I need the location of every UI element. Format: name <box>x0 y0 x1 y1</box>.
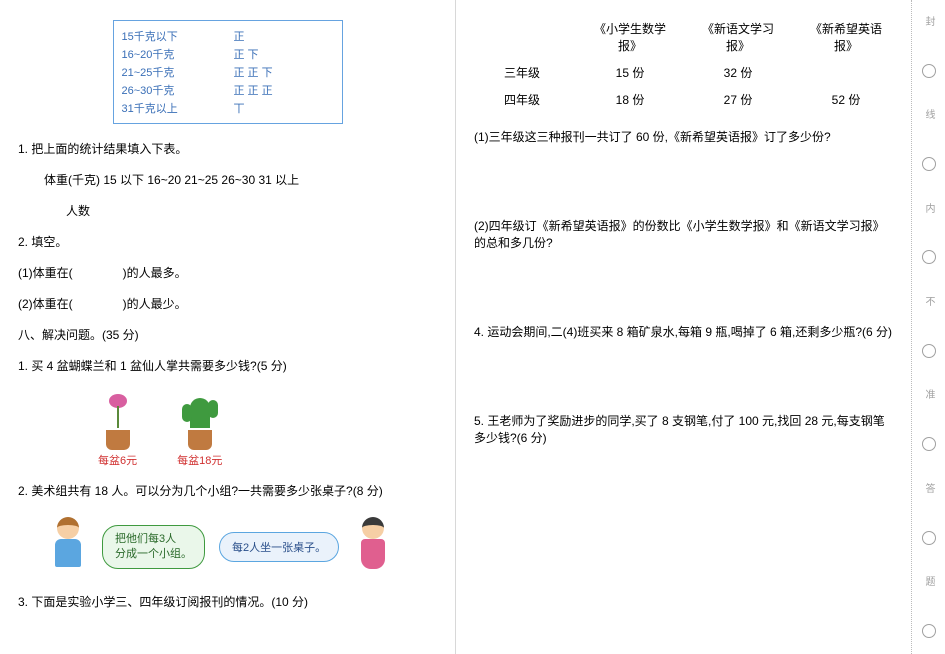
tally-row: 15千克以下 正 <box>122 27 334 45</box>
pub-header: 《新希望英语报》 <box>806 20 886 54</box>
punch-hole-icon <box>922 531 936 545</box>
punch-hole-icon <box>922 344 936 358</box>
problem-5: 5. 王老师为了奖励进步的同学,买了 8 支钢笔,付了 100 元,找回 28 … <box>474 412 893 446</box>
margin-char: 不 <box>921 296 936 312</box>
tally-marks: 丅 <box>234 100 334 116</box>
tally-marks: 正 正 正 <box>234 82 334 98</box>
pub-value: 52 份 <box>806 91 886 108</box>
q2a-before: (1)体重在( <box>18 266 73 280</box>
punch-hole-icon <box>922 250 936 264</box>
margin-char: 题 <box>921 576 936 592</box>
question-2a: (1)体重在( )的人最多。 <box>18 264 437 281</box>
q2b-after: )的人最少。 <box>123 297 187 311</box>
speech-bubble-2: 每2人坐一张桌子。 <box>219 532 339 562</box>
tally-marks: 正 <box>234 28 334 44</box>
tally-row: 16~20千克 正 下 <box>122 45 334 63</box>
pub-value: 27 份 <box>698 91 778 108</box>
punch-hole-icon <box>922 437 936 451</box>
tally-label: 16~20千克 <box>122 46 222 62</box>
grade-head-blank <box>482 20 562 54</box>
cactus-image: 每盆18元 <box>177 398 222 468</box>
margin-char: 准 <box>921 389 936 405</box>
left-column: 15千克以下 正 16~20千克 正 下 21~25千克 正 正 下 26~30… <box>0 0 455 654</box>
margin-char: 答 <box>921 483 936 499</box>
boy-avatar <box>48 517 88 577</box>
section-8-title: 八、解决问题。(35 分) <box>18 326 437 343</box>
publication-header-row: 《小学生数学报》 《新语文学习报》 《新希望英语报》 <box>474 20 893 54</box>
answer-space <box>474 159 893 217</box>
question-3a: (1)三年级这三种报刊一共订了 60 份,《新希望英语报》订了多少份? <box>474 128 893 145</box>
tally-row: 31千克以上 丅 <box>122 99 334 117</box>
problem-3: 3. 下面是实验小学三、四年级订阅报刊的情况。(10 分) <box>18 593 437 610</box>
answer-space <box>474 265 893 323</box>
pub-header: 《新语文学习报》 <box>698 20 778 54</box>
girl-avatar <box>353 517 393 577</box>
tally-marks: 正 下 <box>234 46 334 62</box>
cactus-icon <box>190 398 210 428</box>
pub-value: 15 份 <box>590 64 670 81</box>
pub-value <box>806 64 886 81</box>
pub-header: 《小学生数学报》 <box>590 20 670 54</box>
pub-value: 32 份 <box>698 64 778 81</box>
publication-row-grade4: 四年级 18 份 27 份 52 份 <box>474 91 893 108</box>
answer-space <box>474 354 893 412</box>
kids-row: 把他们每3人 分成一个小组。 每2人坐一张桌子。 <box>18 517 437 577</box>
bubble1-line1: 把他们每3人 <box>115 532 192 547</box>
margin-char: 内 <box>921 203 936 219</box>
speech-bubble-1: 把他们每3人 分成一个小组。 <box>102 525 205 570</box>
punch-hole-icon <box>922 157 936 171</box>
right-column: 《小学生数学报》 《新语文学习报》 《新希望英语报》 三年级 15 份 32 份… <box>456 0 911 654</box>
plants-row: 每盆6元 每盆18元 <box>18 394 437 468</box>
weight-table-row-label: 人数 <box>18 202 437 219</box>
grade-label: 四年级 <box>482 91 562 108</box>
bubble1-line2: 分成一个小组。 <box>115 547 192 562</box>
cactus-caption: 每盆18元 <box>177 452 222 468</box>
weight-table-header: 体重(千克) 15 以下 16~20 21~25 26~30 31 以上 <box>18 171 437 188</box>
question-1: 1. 把上面的统计结果填入下表。 <box>18 140 437 157</box>
publication-row-grade3: 三年级 15 份 32 份 <box>474 64 893 81</box>
pot-icon <box>188 430 212 450</box>
punch-hole-icon <box>922 624 936 638</box>
question-2: 2. 填空。 <box>18 233 437 250</box>
punch-hole-icon <box>922 64 936 78</box>
problem-2: 2. 美术组共有 18 人。可以分为几个小组?一共需要多少张桌子?(8 分) <box>18 482 437 499</box>
tally-table: 15千克以下 正 16~20千克 正 下 21~25千克 正 正 下 26~30… <box>113 20 343 124</box>
question-2b: (2)体重在( )的人最少。 <box>18 295 437 312</box>
tally-row: 21~25千克 正 正 下 <box>122 63 334 81</box>
pub-value: 18 份 <box>590 91 670 108</box>
binding-margin: 封 线 内 不 准 答 题 <box>911 0 945 654</box>
tally-row: 26~30千克 正 正 正 <box>122 81 334 99</box>
problem-4: 4. 运动会期间,二(4)班买来 8 箱矿泉水,每箱 9 瓶,喝掉了 6 箱,还… <box>474 323 893 340</box>
question-3b: (2)四年级订《新希望英语报》的份数比《小学生数学报》和《新语文学习报》的总和多… <box>474 217 893 251</box>
tally-marks: 正 正 下 <box>234 64 334 80</box>
margin-char: 线 <box>921 109 936 125</box>
tally-label: 15千克以下 <box>122 28 222 44</box>
orchid-image: 每盆6元 <box>98 394 137 468</box>
problem-1: 1. 买 4 盆蝴蝶兰和 1 盆仙人掌共需要多少钱?(5 分) <box>18 357 437 374</box>
orchid-stem-icon <box>117 406 119 428</box>
tally-label: 21~25千克 <box>122 64 222 80</box>
margin-char: 封 <box>921 16 936 32</box>
tally-label: 26~30千克 <box>122 82 222 98</box>
grade-label: 三年级 <box>482 64 562 81</box>
q2b-before: (2)体重在( <box>18 297 73 311</box>
orchid-caption: 每盆6元 <box>98 452 137 468</box>
pot-icon <box>106 430 130 450</box>
tally-label: 31千克以上 <box>122 100 222 116</box>
q2a-after: )的人最多。 <box>123 266 187 280</box>
